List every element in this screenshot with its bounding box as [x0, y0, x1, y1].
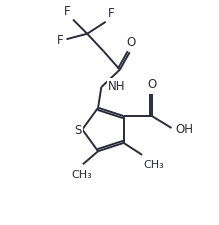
Text: F: F — [108, 7, 115, 20]
Text: OH: OH — [175, 122, 193, 135]
Text: F: F — [64, 5, 71, 18]
Text: O: O — [147, 78, 157, 91]
Text: CH₃: CH₃ — [71, 169, 92, 179]
Text: NH: NH — [108, 79, 125, 92]
Text: O: O — [126, 36, 135, 49]
Text: S: S — [75, 124, 82, 136]
Text: CH₃: CH₃ — [143, 159, 164, 169]
Text: F: F — [57, 34, 64, 47]
